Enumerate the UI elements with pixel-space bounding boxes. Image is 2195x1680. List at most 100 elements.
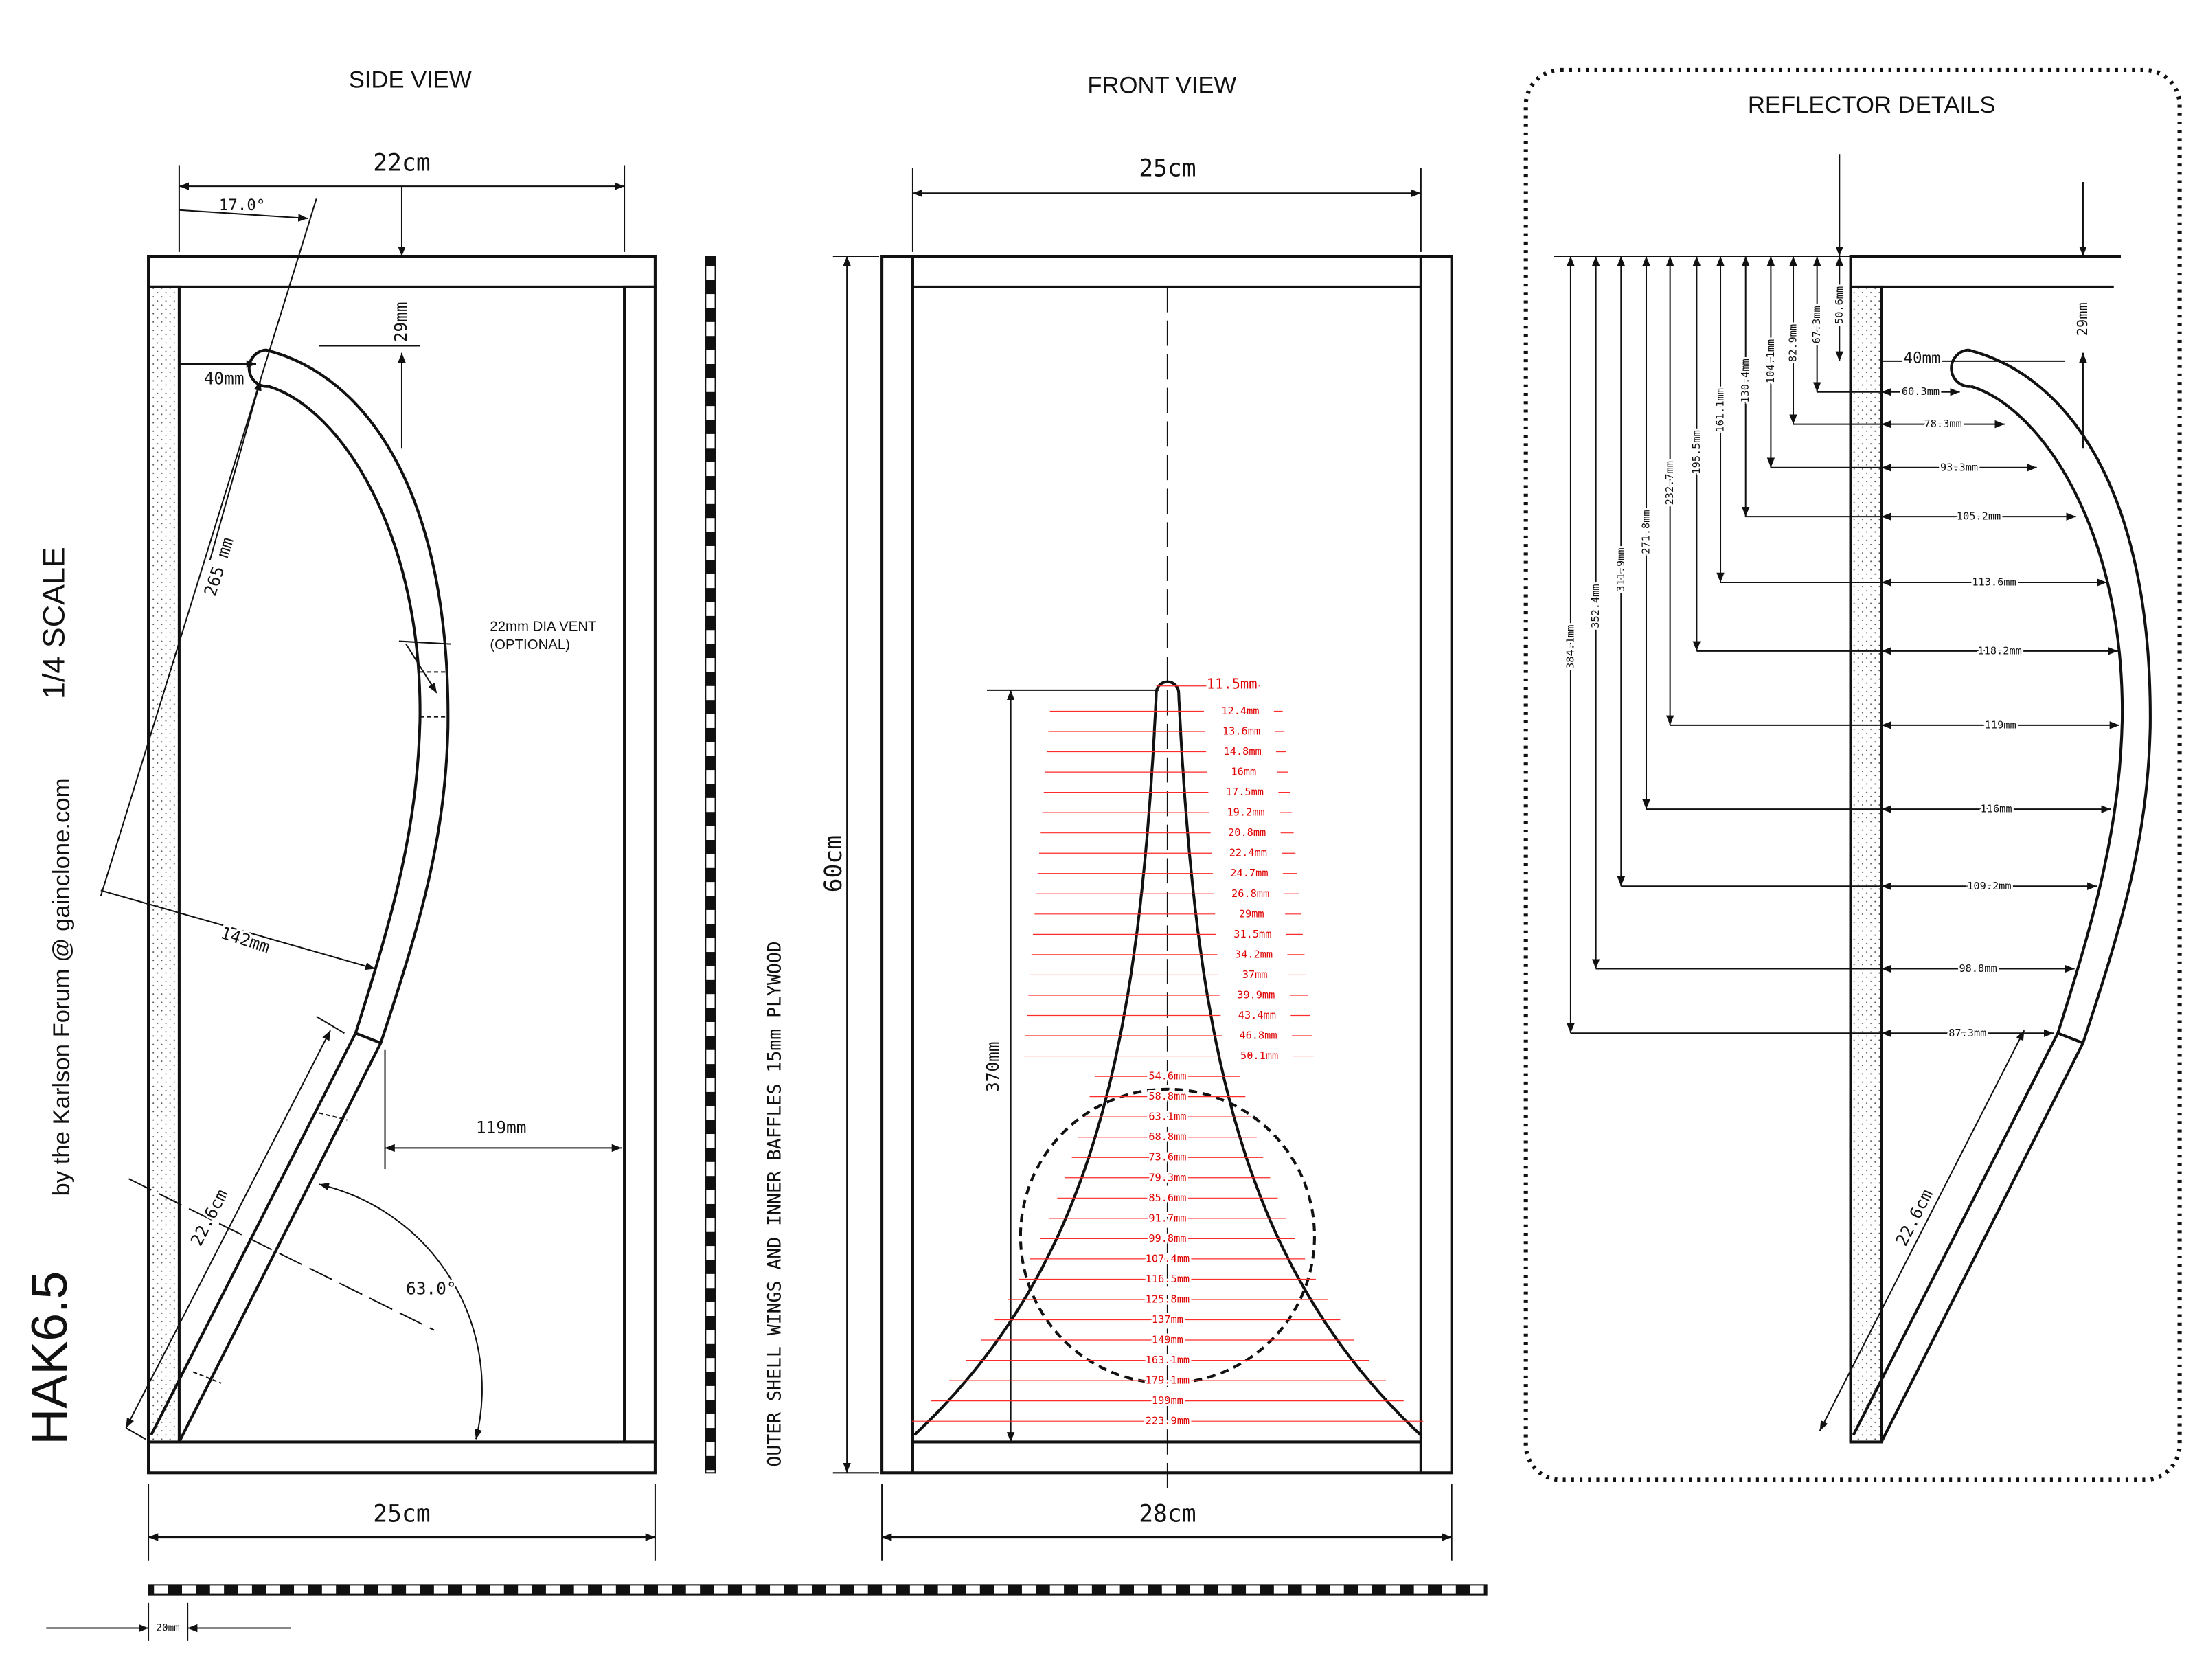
offset-label: 78.3mm xyxy=(1924,418,1962,430)
offset-label: 113.6mm xyxy=(1972,576,2016,588)
width-label: 85.6mm xyxy=(1148,1192,1186,1204)
dimension-label: 40mm xyxy=(1904,349,1941,367)
scale-bar xyxy=(148,1584,1488,1596)
width-label: 99.8mm xyxy=(1148,1232,1186,1245)
back-panel xyxy=(623,285,657,1444)
dimension-label: 370mm xyxy=(983,1041,1003,1092)
offset-label: 87.3mm xyxy=(1948,1027,1986,1039)
view-title: SIDE VIEW xyxy=(349,67,472,93)
width-label: 20.8mm xyxy=(1228,826,1266,839)
width-label: 58.8mm xyxy=(1148,1090,1186,1102)
reflector-inner xyxy=(150,385,422,1436)
radius-line xyxy=(100,198,317,896)
width-label: 199mm xyxy=(1152,1394,1183,1407)
leader xyxy=(405,644,437,694)
dimension-label: 63.0° xyxy=(406,1278,457,1298)
byline: by the Karlson Forum @ gainclone.com xyxy=(49,778,75,1196)
width-label: 34.2mm xyxy=(1235,948,1273,960)
width-label: 29mm xyxy=(1239,907,1264,920)
width-label: 179.1mm xyxy=(1146,1374,1190,1387)
dimension-label: 28cm xyxy=(1139,1500,1196,1528)
depth-label: 67.3mm xyxy=(1810,306,1823,343)
angle-line xyxy=(179,209,308,222)
dimension-line xyxy=(100,889,376,970)
depth-label: 161.1mm xyxy=(1714,388,1727,432)
width-label: 107.4mm xyxy=(1146,1252,1190,1264)
offset-label: 109.2mm xyxy=(1967,880,2011,892)
dimension-label: 25cm xyxy=(1139,155,1196,183)
dimension-label: 60cm xyxy=(820,835,848,892)
hidden-line xyxy=(192,1371,222,1384)
view-title: FRONT VIEW xyxy=(1087,73,1236,99)
width-label: 79.3mm xyxy=(1148,1171,1186,1183)
horn-throat xyxy=(1155,680,1181,694)
hidden-line xyxy=(319,1112,348,1121)
offset-label: 98.8mm xyxy=(1959,962,1997,975)
width-label: 68.8mm xyxy=(1148,1131,1186,1143)
width-label: 63.1mm xyxy=(1148,1111,1186,1123)
view-title: REFLECTOR DETAILS xyxy=(1748,92,1996,118)
depth-label: 130.4mm xyxy=(1739,359,1751,402)
front-wall xyxy=(1849,285,1883,1444)
note: 22mm DIA VENT xyxy=(490,620,596,635)
driver-outline xyxy=(1019,1087,1316,1385)
depth-label: 50.6mm xyxy=(1833,286,1845,324)
reflector-details: REFLECTOR DETAILS 29mm 40mm 22.6cm 50.6m… xyxy=(1523,67,2182,1482)
depth-label: 195.5mm xyxy=(1690,430,1703,474)
scale-note: 1/4 SCALE xyxy=(36,547,71,699)
dimension-label: 17.0° xyxy=(219,196,265,214)
bottom-panel xyxy=(147,1440,657,1475)
width-label: 50.1mm xyxy=(1240,1049,1278,1062)
offset-label: 116mm xyxy=(1981,803,2012,815)
width-label: 22.4mm xyxy=(1229,847,1267,859)
note: (OPTIONAL) xyxy=(490,637,570,652)
drawing-title: HAK6.5 xyxy=(21,1271,78,1445)
reflector xyxy=(150,348,450,1443)
width-label: 46.8mm xyxy=(1239,1030,1277,1042)
depth-label: 104.1mm xyxy=(1764,339,1777,383)
reflector-joint xyxy=(354,1032,382,1045)
offset-label: 93.3mm xyxy=(1940,461,1978,473)
width-label: 16mm xyxy=(1231,766,1256,778)
dimension-label: 25cm xyxy=(373,1500,430,1528)
depth-label: 271.8mm xyxy=(1640,510,1652,554)
width-label: 91.7mm xyxy=(1148,1212,1186,1224)
scale-label: 20mm xyxy=(156,1623,179,1634)
width-label: 43.4mm xyxy=(1238,1009,1276,1021)
width-label: 149mm xyxy=(1152,1334,1183,1346)
width-label: 125.8mm xyxy=(1146,1293,1190,1305)
width-label: 223.9mm xyxy=(1146,1415,1190,1427)
width-label: 26.8mm xyxy=(1231,887,1269,900)
dimension-label: 29mm xyxy=(391,302,411,342)
dimension-label: 22cm xyxy=(373,150,430,177)
dimension-label: 119mm xyxy=(476,1117,527,1137)
depth-label: 311.9mm xyxy=(1615,547,1627,591)
width-label: 137mm xyxy=(1152,1313,1183,1326)
reflector-outer xyxy=(178,348,450,1443)
extension-line xyxy=(316,1015,345,1034)
width-label: 24.7mm xyxy=(1230,867,1268,879)
width-label: 12.4mm xyxy=(1221,705,1259,717)
dimension-label: 29mm xyxy=(2074,302,2091,336)
depth-label: 352.4mm xyxy=(1589,584,1602,628)
width-label: 14.8mm xyxy=(1224,745,1262,758)
angle-arc xyxy=(319,1183,483,1440)
width-label: 13.6mm xyxy=(1222,725,1260,738)
dimension-line xyxy=(125,1030,331,1429)
radius-line xyxy=(209,381,262,560)
material-note: OUTER SHELL WINGS AND INNER BAFFLES 15mm… xyxy=(764,941,786,1466)
extension-line xyxy=(125,1427,146,1440)
width-label: 39.9mm xyxy=(1237,988,1275,1001)
offset-label: 118.2mm xyxy=(1977,644,2021,657)
width-label: 54.6mm xyxy=(1148,1070,1186,1082)
depth-label: 82.9mm xyxy=(1787,324,1799,362)
depth-label: 232.7mm xyxy=(1663,461,1676,505)
front-wall xyxy=(147,285,181,1444)
offset-label: 60.3mm xyxy=(1902,385,1940,398)
width-label: 31.5mm xyxy=(1233,928,1271,940)
leader xyxy=(398,640,451,645)
depth-label: 384.1mm xyxy=(1564,625,1576,669)
width-label: 163.1mm xyxy=(1146,1354,1190,1366)
